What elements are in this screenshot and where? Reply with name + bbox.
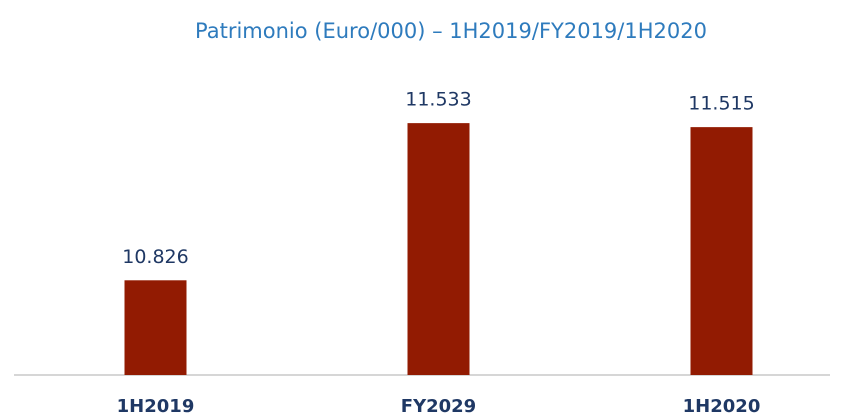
bar — [124, 280, 187, 375]
x-tick-label: FY2029 — [401, 396, 476, 417]
value-label: 11.533 — [405, 89, 471, 111]
bar — [690, 127, 753, 375]
bar — [407, 123, 470, 375]
x-tick-label: 1H2020 — [683, 396, 761, 417]
chart-title: Patrimonio (Euro/000) – 1H2019/FY2019/1H… — [195, 19, 707, 43]
value-label: 11.515 — [688, 93, 754, 115]
x-tick-label: 1H2019 — [117, 396, 195, 417]
value-label: 10.826 — [122, 246, 188, 268]
